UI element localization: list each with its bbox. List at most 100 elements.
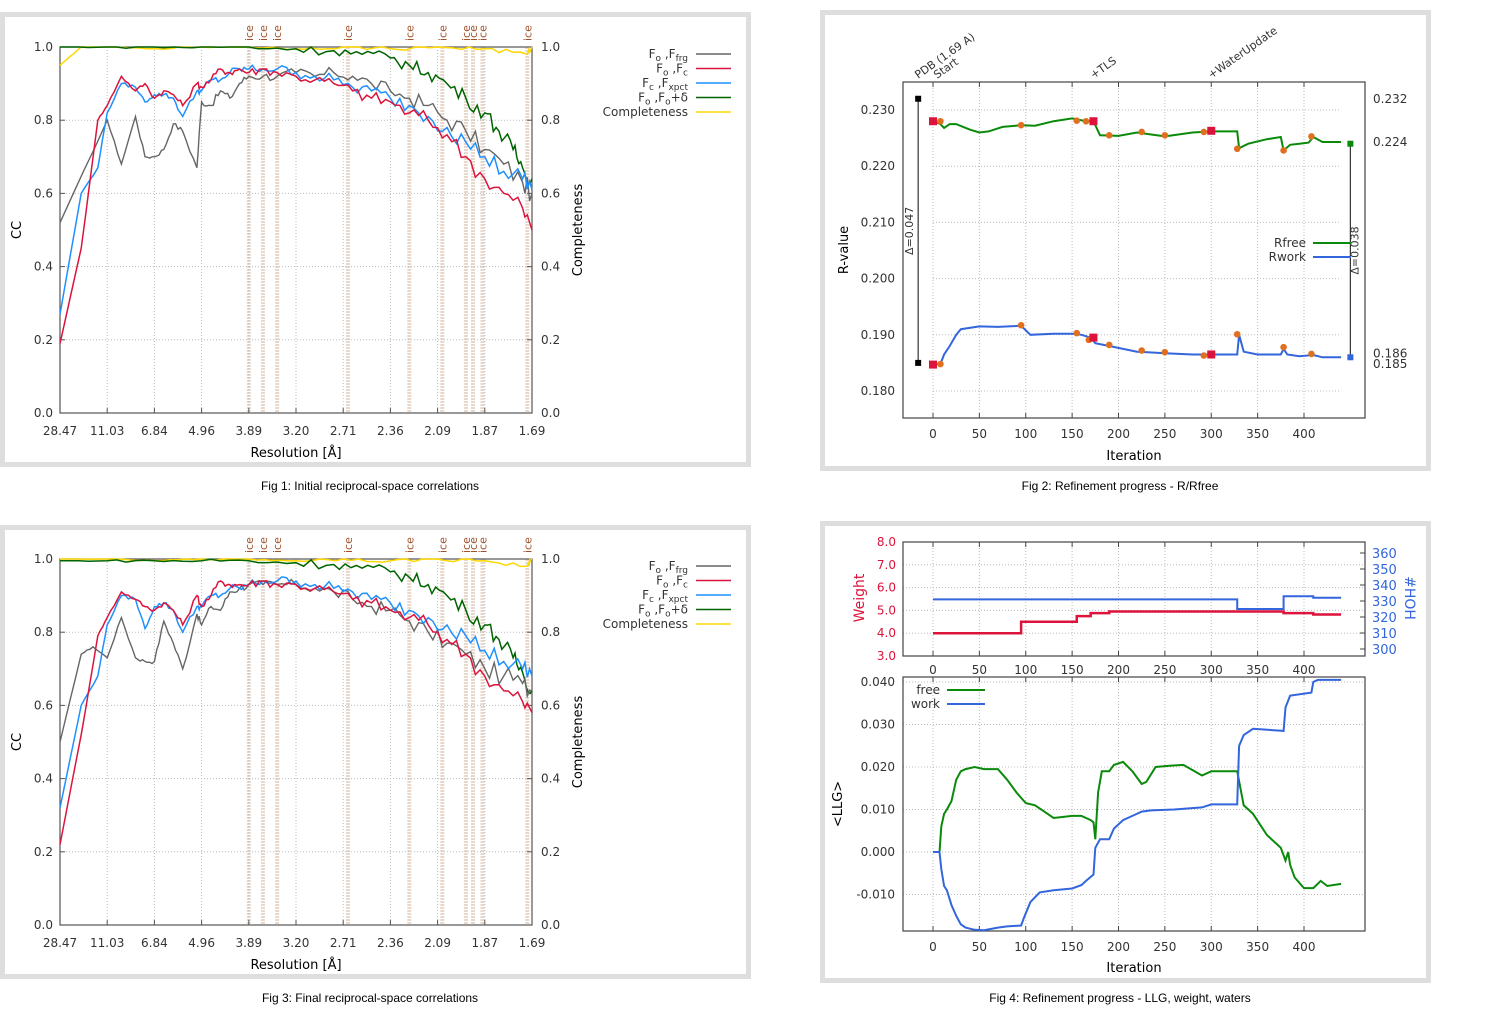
fig1-y-tick-label: 0.8 (34, 113, 53, 127)
fig2-y-tick-label: 0.220 (861, 159, 895, 173)
fig4-series-weight (933, 610, 1342, 635)
fig3-y-tick-label: 0.6 (34, 698, 53, 712)
fig2-x-tick-label: 150 (1061, 427, 1084, 441)
fig4-top-x-tick-label: 300 (1200, 663, 1223, 677)
fig1-ice-label: ice (257, 25, 270, 41)
fig1-y2-tick-label: 0.8 (541, 113, 560, 127)
fig4-bottom-plot-frame (902, 676, 1366, 932)
fig3-legend-label: Fo ,Ffrg (649, 559, 688, 576)
fig3-ice-label: ice (342, 537, 355, 553)
fig2-panel (820, 10, 1431, 471)
fig4-bottom-y-tick-label: -0.010 (856, 888, 895, 902)
fig2-right-value-label: 0.186 (1373, 347, 1407, 361)
fig3-y2-tick-label: 0.0 (541, 918, 560, 932)
fig3-y2-tick-label: 0.4 (541, 772, 560, 786)
fig2-caption: Fig 2: Refinement progress - R/Rfree (1021, 479, 1219, 493)
fig1-x-tick-label: 1.87 (471, 424, 498, 438)
fig1-y-tick-label: 0.0 (34, 406, 53, 420)
fig2-legend-label: Rwork (1269, 250, 1306, 264)
fig4-top-x-tick-label: 250 (1153, 663, 1176, 677)
fig3-ice-label: ice (467, 537, 480, 553)
fig3-y2-tick-label: 1.0 (541, 552, 560, 566)
fig1-series-fc-fxpct (59, 64, 533, 315)
fig1-series-fo-fc (59, 67, 533, 344)
fig3-x-tick-label: 1.69 (519, 936, 546, 950)
fig1-y2-tick-label: 0.4 (541, 260, 560, 274)
fig4-weight-tick-label: 6.0 (877, 581, 896, 595)
fig3-x-tick-label: 3.20 (283, 936, 310, 950)
fig2-marker-orange (1308, 350, 1315, 358)
fig2-marker-orange (1280, 147, 1287, 154)
fig3-y2-axis-label: Completeness (571, 696, 586, 789)
fig4-bottom-x-tick-label: 100 (1014, 940, 1037, 954)
fig2-marker-red (929, 117, 937, 126)
fig3-y-axis-label: CC (10, 733, 25, 751)
fig2-endpoint-marker (915, 359, 922, 366)
fig4-bottom-x-tick-label: 400 (1293, 940, 1316, 954)
fig1-ice-label: ice (271, 25, 284, 41)
fig2-y-tick-label: 0.230 (861, 103, 895, 117)
fig4-top-x-tick-label: 200 (1107, 663, 1130, 677)
fig1-x-tick-label: 2.36 (377, 424, 404, 438)
fig3-series-fc-fxpct (59, 576, 533, 809)
fig3-series-fo-fc (59, 579, 533, 845)
fig4-series-free (933, 760, 1342, 890)
fig2-marker-orange (937, 360, 944, 368)
fig4-x-axis-label: Iteration (1106, 961, 1161, 976)
fig2-marker-orange (1105, 131, 1113, 139)
fig1-legend-label: Completeness (603, 105, 688, 119)
fig2-legend-label: Rfree (1274, 236, 1306, 250)
fig3-ice-label: ice (460, 537, 473, 553)
fig4-top-plot-frame (902, 541, 1366, 657)
fig4-legend-label: free (916, 683, 940, 697)
fig3-ice-label: ice (476, 537, 489, 553)
fig2-marker-orange (937, 117, 944, 125)
fig2-endpoint-marker (1347, 354, 1354, 361)
fig4-bottom-y-tick-label: 0.010 (861, 803, 895, 817)
fig4-hoh-tick-label: 330 (1372, 595, 1397, 610)
fig3-y-tick-label: 0.0 (34, 918, 53, 932)
fig2-x-tick-label: 250 (1153, 427, 1176, 441)
fig3-legend-label: Fo ,Fc (656, 574, 688, 591)
fig4-weight-tick-label: 7.0 (877, 558, 896, 572)
fig1-x-tick-label: 4.96 (188, 424, 215, 438)
fig1-x-tick-label: 6.84 (141, 424, 168, 438)
fig2-marker-red (1207, 126, 1216, 135)
fig4-hoh-tick-label: 300 (1372, 643, 1397, 658)
fig1-x-tick-label: 3.20 (283, 424, 310, 438)
fig4-top-chart: 0 50 100 150 200 250 300 350 400 3.0 4.0 5.0 6.0 7.0 8… (852, 535, 1417, 677)
fig2-right-value-label: 0.232 (1373, 92, 1407, 106)
fig3-ice-label: ice (403, 537, 416, 553)
fig4-bottom-x-tick-label: 50 (972, 940, 987, 954)
fig2-y-axis-label: R-value (837, 226, 852, 274)
fig3-legend-label: Fo ,Fo+δ (638, 603, 688, 620)
fig1-ice-label: ice (436, 25, 449, 41)
fig2-x-tick-label: 350 (1246, 427, 1269, 441)
fig1-x-tick-label: 2.71 (330, 424, 357, 438)
fig2-endpoint-marker (1347, 140, 1354, 147)
fig2-marker-red (1089, 117, 1098, 126)
fig2-y-tick-label: 0.190 (861, 328, 895, 342)
fig4-bottom-x-tick-label: 150 (1061, 940, 1084, 954)
fig2-marker-orange (1161, 131, 1169, 139)
fig1-ice-label: ice (467, 25, 480, 41)
fig2-marker-orange (1233, 145, 1241, 153)
fig2-chart: 0 50 100 150 200 250 300 350 400 0.180 0.190 0.200 0… (837, 24, 1407, 464)
fig2-plot-frame (902, 81, 1366, 419)
fig4-top-x-tick-label: 400 (1293, 663, 1316, 677)
fig2-marker-orange (1200, 128, 1208, 136)
fig4-hoh-tick-label: 340 (1372, 579, 1397, 594)
fig4-bottom-y-tick-label: 0.020 (861, 760, 895, 774)
fig2-x-tick-label: 0 (929, 427, 937, 441)
fig4-hoh-axis-label: #HOH (1401, 576, 1417, 620)
fig3-x-axis-label: Resolution [Å] (250, 957, 341, 973)
fig3-y2-tick-label: 0.2 (541, 845, 560, 859)
fig2-marker-orange (1233, 330, 1241, 338)
fig1-ice-label: ice (342, 25, 355, 41)
fig4-bottom-x-tick-label: 250 (1153, 940, 1176, 954)
fig3-caption: Fig 3: Final reciprocal-space correlatio… (261, 991, 479, 1005)
fig2-right-value-label: 0.185 (1373, 357, 1407, 371)
fig4-top-x-tick-label: 0 (929, 663, 937, 677)
